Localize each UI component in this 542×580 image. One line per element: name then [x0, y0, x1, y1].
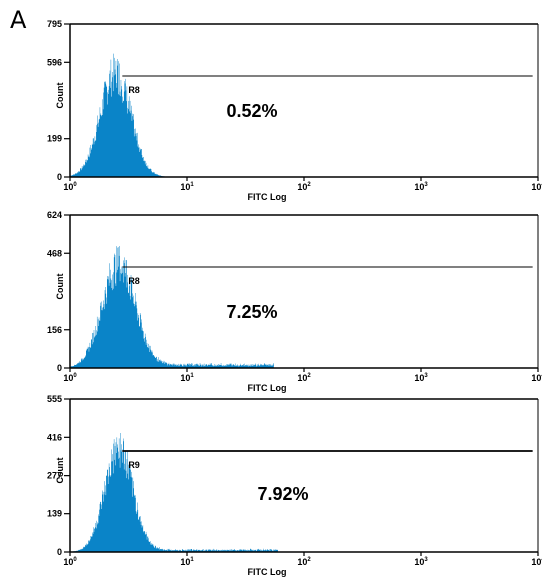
y-tick-label: 0 [57, 363, 62, 373]
y-axis-label: Count [55, 458, 65, 484]
x-tick-label: 101 [180, 373, 194, 383]
histogram-panel-3: 0 139 277 416 555 100 101 102 103 104 FITC Log Coun… [47, 394, 542, 577]
x-tick-label: 102 [297, 557, 311, 567]
y-tick-label: 795 [47, 19, 62, 29]
histogram-bars [70, 432, 538, 552]
gate-label: R8 [128, 85, 140, 95]
gate-label: R9 [128, 460, 140, 470]
histogram-panel-1: 0 199 596 795 100 101 102 103 104 FITC Log Count R8… [47, 19, 542, 202]
y-tick-label: 555 [47, 394, 62, 404]
x-tick-label: 100 [63, 182, 77, 192]
x-tick-label: 104 [531, 557, 542, 567]
y-tick-label: 156 [47, 325, 62, 335]
x-tick-label: 103 [414, 557, 428, 567]
gate-percentage: 7.92% [257, 484, 308, 504]
gate-percentage: 7.25% [226, 302, 277, 322]
y-tick-label: 199 [47, 134, 62, 144]
y-tick-label: 0 [57, 172, 62, 182]
x-tick-label: 102 [297, 373, 311, 383]
x-tick-label: 101 [180, 182, 194, 192]
histogram-bars [70, 53, 538, 177]
y-tick-label: 0 [57, 547, 62, 557]
x-axis-label: FITC Log [248, 192, 287, 202]
y-axis-label: Count [55, 83, 65, 109]
y-tick-label: 139 [47, 509, 62, 519]
x-tick-label: 103 [414, 373, 428, 383]
y-tick-label: 416 [47, 432, 62, 442]
x-tick-label: 104 [531, 182, 542, 192]
y-tick-label: 624 [47, 210, 62, 220]
x-axis-label: FITC Log [248, 383, 287, 393]
y-tick-label: 596 [47, 57, 62, 67]
x-tick-label: 104 [531, 373, 542, 383]
y-axis-label: Count [55, 274, 65, 300]
y-tick-label: 277 [47, 471, 62, 481]
x-tick-label: 100 [63, 557, 77, 567]
histogram-bars [70, 246, 538, 368]
x-tick-label: 102 [297, 182, 311, 192]
x-tick-label: 100 [63, 373, 77, 383]
gate-label: R8 [128, 276, 140, 286]
x-axis-label: FITC Log [248, 567, 287, 577]
gate-percentage: 0.52% [226, 101, 277, 121]
histogram-panel-2: 0 156 468 624 100 101 102 103 104 FITC Log Count R8… [47, 210, 542, 393]
x-tick-label: 101 [180, 557, 194, 567]
y-tick-label: 468 [47, 248, 62, 258]
x-tick-label: 103 [414, 182, 428, 192]
panel-label: A [10, 6, 27, 34]
